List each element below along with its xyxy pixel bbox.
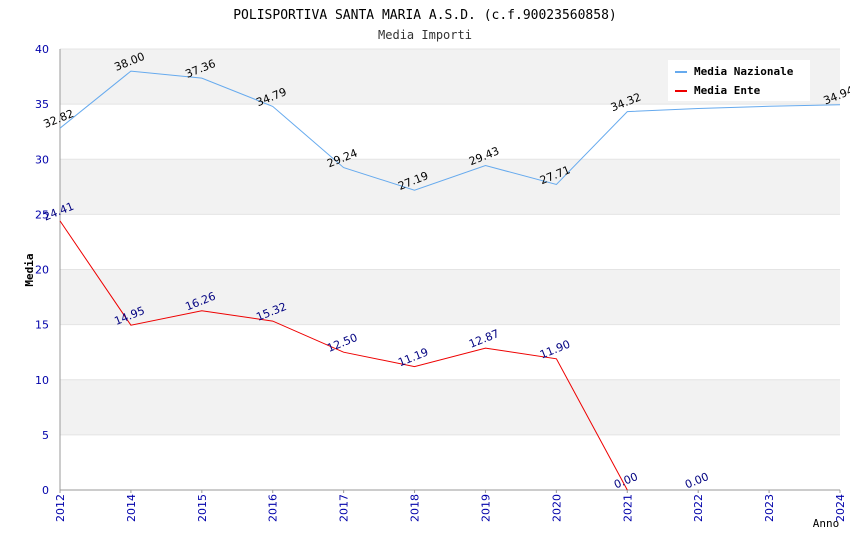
x-tick-label: 2017 (338, 494, 351, 522)
y-tick-label: 35 (35, 98, 49, 111)
x-tick-label: 2019 (479, 494, 492, 522)
chart-title: POLISPORTIVA SANTA MARIA A.S.D. (c.f.900… (233, 8, 617, 23)
y-tick-label: 25 (35, 208, 49, 221)
legend-label-media-nazionale: Media Nazionale (694, 65, 794, 78)
band (60, 269, 840, 325)
y-tick-label: 40 (35, 43, 49, 56)
x-tick-label: 2021 (621, 494, 634, 522)
y-tick-label: 30 (35, 153, 49, 166)
legend-label-media-ente: Media Ente (694, 84, 761, 97)
y-axis-label: Media (23, 253, 36, 286)
band (60, 214, 840, 270)
x-tick-label: 2018 (409, 494, 422, 522)
band (60, 159, 840, 215)
band (60, 104, 840, 160)
y-tick-label: 5 (42, 429, 49, 442)
x-tick-label: 2023 (763, 494, 776, 522)
chart-subtitle: Media Importi (378, 28, 472, 42)
x-tick-label: 2020 (550, 494, 563, 522)
x-tick-label: 2012 (54, 494, 67, 522)
x-tick-label: 2014 (125, 494, 138, 522)
x-tick-label: 2024 (834, 494, 847, 522)
background-bands (60, 49, 840, 490)
series-lines (59, 70, 841, 491)
band (60, 324, 840, 380)
series-line-media-ente (59, 220, 628, 491)
x-axis-ticks: 2012 2014 2015 2016 2017 2018 2019 2020 2021 2022… (54, 490, 847, 522)
legend-box (668, 60, 810, 101)
y-tick-label: 15 (35, 319, 49, 332)
y-tick-label: 0 (42, 484, 49, 497)
x-tick-label: 2015 (196, 494, 209, 522)
legend: Media Nazionale Media Ente (668, 60, 810, 101)
x-tick-label: 2016 (267, 494, 280, 522)
series-line-media-nazionale (59, 70, 841, 191)
y-axis-ticks: 0 5 10 15 20 25 30 35 40 (35, 43, 49, 497)
band (60, 379, 840, 435)
x-axis-label: Anno (813, 517, 840, 530)
y-tick-label: 20 (35, 264, 49, 277)
band (60, 434, 840, 490)
x-tick-label: 2022 (692, 494, 705, 522)
y-tick-label: 10 (35, 374, 49, 387)
